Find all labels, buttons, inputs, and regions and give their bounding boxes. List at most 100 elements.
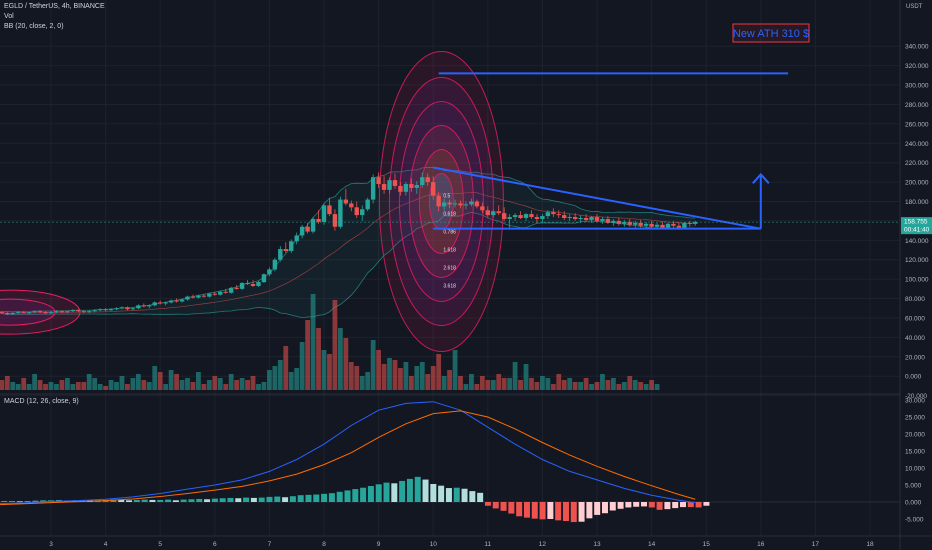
candle-body[interactable] [578, 218, 583, 220]
candle-body[interactable] [201, 295, 207, 297]
candle-body[interactable] [572, 217, 578, 219]
candle-body[interactable] [540, 216, 545, 219]
candle-body[interactable] [381, 184, 387, 190]
candle-body[interactable] [114, 308, 119, 310]
candle-body[interactable] [660, 224, 665, 228]
candle-body[interactable] [212, 293, 217, 295]
candle-body[interactable] [310, 218, 316, 232]
candle-body[interactable] [125, 307, 130, 310]
candle-body[interactable] [594, 217, 600, 221]
candle-body[interactable] [0, 312, 5, 314]
candle-body[interactable] [409, 184, 414, 188]
candle-body[interactable] [136, 305, 141, 309]
candle-body[interactable] [452, 203, 458, 205]
candle-body[interactable] [92, 310, 97, 312]
candle-body[interactable] [387, 180, 392, 190]
candle-body[interactable] [256, 282, 261, 286]
candle-body[interactable] [567, 217, 572, 219]
candle-body[interactable] [376, 177, 381, 185]
candle-body[interactable] [278, 249, 283, 260]
candle-body[interactable] [283, 249, 288, 252]
candle-body[interactable] [76, 310, 81, 312]
candle-body[interactable] [147, 305, 152, 307]
candle-body[interactable] [179, 299, 185, 302]
candle-body[interactable] [600, 218, 605, 221]
candle-body[interactable] [643, 223, 649, 226]
candle-body[interactable] [289, 241, 294, 252]
candle-body[interactable] [463, 204, 469, 206]
target-arrow-head[interactable] [752, 172, 770, 185]
symbol-legend[interactable]: EGLD / TetherUS, 4h, BINANCE [4, 3, 105, 10]
candle-body[interactable] [354, 207, 359, 216]
candle-body[interactable] [622, 221, 627, 224]
candle-body[interactable] [633, 222, 638, 225]
candle-body[interactable] [207, 293, 212, 297]
candle-body[interactable] [512, 215, 518, 218]
candle-body[interactable] [360, 209, 365, 216]
candle-body[interactable] [234, 287, 239, 289]
candle-body[interactable] [267, 269, 272, 275]
candle-body[interactable] [158, 302, 163, 304]
candle-body[interactable] [163, 302, 168, 304]
candle-body[interactable] [59, 311, 65, 313]
candle-body[interactable] [299, 226, 305, 236]
candle-body[interactable] [48, 312, 54, 314]
candle-body[interactable] [119, 307, 125, 309]
candle-body[interactable] [65, 311, 70, 313]
candle-body[interactable] [327, 205, 332, 215]
candle-body[interactable] [250, 284, 256, 286]
candle-body[interactable] [321, 205, 327, 222]
drawings[interactable]: New ATH 310 $ [433, 23, 810, 230]
candle-body[interactable] [245, 283, 250, 285]
candle-body[interactable] [551, 212, 556, 215]
candle-body[interactable] [70, 310, 76, 312]
candle-body[interactable] [365, 199, 370, 210]
candle-body[interactable] [562, 215, 567, 219]
candle-body[interactable] [97, 309, 103, 311]
candle-body[interactable] [16, 312, 21, 314]
candle-body[interactable] [338, 199, 343, 227]
candle-body[interactable] [676, 225, 682, 228]
candle-body[interactable] [414, 185, 420, 188]
candle-body[interactable] [469, 201, 474, 205]
candle-body[interactable] [185, 296, 190, 300]
candle-body[interactable] [436, 195, 441, 207]
candle-body[interactable] [370, 177, 376, 200]
candle-body[interactable] [190, 296, 196, 298]
candle-body[interactable] [545, 212, 551, 217]
candle-body[interactable] [32, 311, 37, 313]
bb-legend[interactable]: BB (20, close, 2, 0) [4, 23, 64, 30]
candle-body[interactable] [529, 214, 534, 218]
candle-body[interactable] [196, 295, 201, 298]
candle-body[interactable] [616, 220, 622, 224]
candle-body[interactable] [272, 259, 278, 270]
candle-body[interactable] [480, 206, 485, 211]
candle-body[interactable] [556, 214, 561, 216]
candle-body[interactable] [261, 274, 267, 283]
candle-body[interactable] [420, 177, 425, 186]
candle-body[interactable] [458, 203, 463, 206]
vol-legend[interactable]: Vol [4, 13, 14, 20]
candle-body[interactable] [103, 309, 108, 311]
candle-body[interactable] [491, 211, 496, 216]
candle-body[interactable] [332, 214, 338, 227]
candle-body[interactable] [682, 222, 687, 228]
candle-body[interactable] [349, 203, 354, 208]
candle-body[interactable] [507, 217, 512, 219]
candle-body[interactable] [403, 184, 409, 192]
candle-body[interactable] [168, 300, 174, 303]
candle-body[interactable] [671, 223, 676, 226]
candle-body[interactable] [392, 180, 398, 186]
ath-annotation-box[interactable] [732, 23, 810, 43]
candle-body[interactable] [687, 222, 693, 224]
candle-body[interactable] [654, 224, 660, 227]
candle-body[interactable] [518, 215, 523, 219]
candle-body[interactable] [343, 199, 349, 204]
candle-body[interactable] [228, 287, 234, 293]
candle-body[interactable] [54, 311, 59, 313]
candle-body[interactable] [589, 217, 594, 220]
candle-body[interactable] [10, 313, 15, 315]
candle-body[interactable] [441, 202, 447, 207]
candle-body[interactable] [649, 223, 654, 227]
